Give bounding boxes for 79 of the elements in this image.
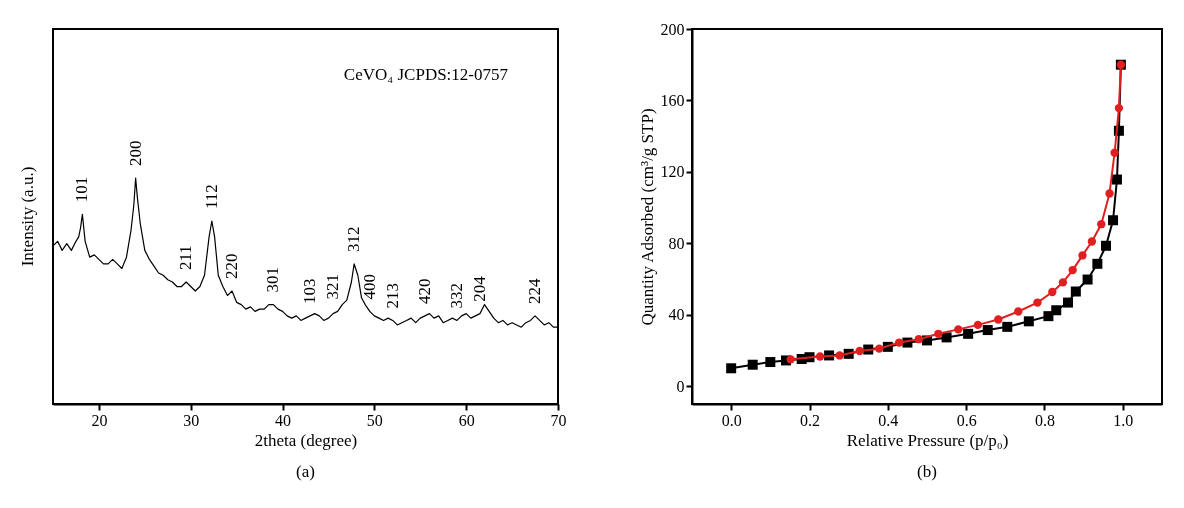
x-tick-label: 0.6 xyxy=(956,411,977,429)
point xyxy=(1105,189,1114,198)
point xyxy=(1051,305,1062,316)
y-axis-title: Quantity Adsorbed (cm³/g STP) xyxy=(637,108,657,326)
x-tick-label: 30 xyxy=(183,411,200,429)
text: (b) xyxy=(917,462,937,481)
point xyxy=(1033,298,1042,307)
point xyxy=(1097,220,1106,229)
annotation: 211 xyxy=(176,245,196,271)
annotation: 312 xyxy=(344,226,364,252)
annotation: 400 xyxy=(359,273,379,300)
y-tick-label: 160 xyxy=(660,91,685,109)
point xyxy=(1058,278,1068,287)
annotation: 204 xyxy=(469,275,489,302)
point xyxy=(875,344,884,353)
x-tick-label: 0.0 xyxy=(721,411,742,429)
text: (a) xyxy=(296,462,315,481)
point xyxy=(765,357,776,368)
point xyxy=(835,351,844,360)
annotation: 213 xyxy=(382,282,402,309)
annotation: 321 xyxy=(323,273,343,300)
point xyxy=(941,332,952,343)
point xyxy=(934,329,943,338)
point xyxy=(726,363,737,374)
point xyxy=(1063,297,1073,308)
x-tick-label: 40 xyxy=(275,411,292,429)
point xyxy=(855,346,864,356)
annotation: 101 xyxy=(72,176,92,203)
point xyxy=(963,328,974,339)
point xyxy=(1092,258,1103,269)
annotation: 220 xyxy=(222,253,242,280)
point xyxy=(1023,316,1034,327)
point xyxy=(1087,237,1097,246)
annotation: 224 xyxy=(525,277,545,304)
point xyxy=(1110,148,1119,157)
point xyxy=(1070,286,1081,297)
point xyxy=(954,325,963,334)
x-tick-label: 50 xyxy=(366,411,383,429)
y-tick-label: 0 xyxy=(676,377,685,395)
point xyxy=(1082,274,1093,285)
x-tick-label: 0.2 xyxy=(800,411,820,429)
x-tick-label: 0.8 xyxy=(1035,411,1055,429)
point xyxy=(1048,287,1057,297)
point xyxy=(1111,174,1122,185)
point xyxy=(1043,311,1054,322)
point xyxy=(895,338,904,347)
point xyxy=(1100,240,1111,251)
x-tick-label: 20 xyxy=(91,411,108,429)
y-tick-label: 40 xyxy=(668,306,685,324)
annotation: 332 xyxy=(447,282,466,309)
point xyxy=(973,320,983,330)
point xyxy=(747,359,758,370)
text: CeVO₄ JCPDS:12-0757 xyxy=(343,65,509,84)
y-axis-title: Intensity (a.u.) xyxy=(18,166,37,267)
point xyxy=(1014,307,1023,316)
annotation: 200 xyxy=(125,140,145,167)
annotation: 103 xyxy=(300,278,320,304)
x-tick-label: 0.4 xyxy=(878,411,899,429)
annotation: 112 xyxy=(201,184,221,210)
x-tick-label: 60 xyxy=(458,411,475,429)
point xyxy=(1078,251,1087,260)
y-tick-label: 80 xyxy=(668,234,685,252)
annotation: 301 xyxy=(263,267,283,293)
point xyxy=(1002,321,1013,332)
x-axis-title: 2theta (degree) xyxy=(254,430,358,450)
point xyxy=(1068,265,1077,275)
y-tick-label: 200 xyxy=(660,20,685,38)
y-tick-label: 120 xyxy=(660,163,685,181)
point xyxy=(815,352,825,361)
x-tick-label: 1.0 xyxy=(1113,411,1134,429)
point xyxy=(994,315,1003,324)
annotation: 420 xyxy=(414,278,434,304)
point xyxy=(1114,103,1124,113)
point xyxy=(914,335,923,344)
point xyxy=(1108,215,1119,226)
point xyxy=(786,355,795,364)
point xyxy=(982,325,993,336)
x-tick-label: 70 xyxy=(550,411,567,429)
x-axis-title: Relative Pressure (p/p₀) xyxy=(846,430,1009,450)
